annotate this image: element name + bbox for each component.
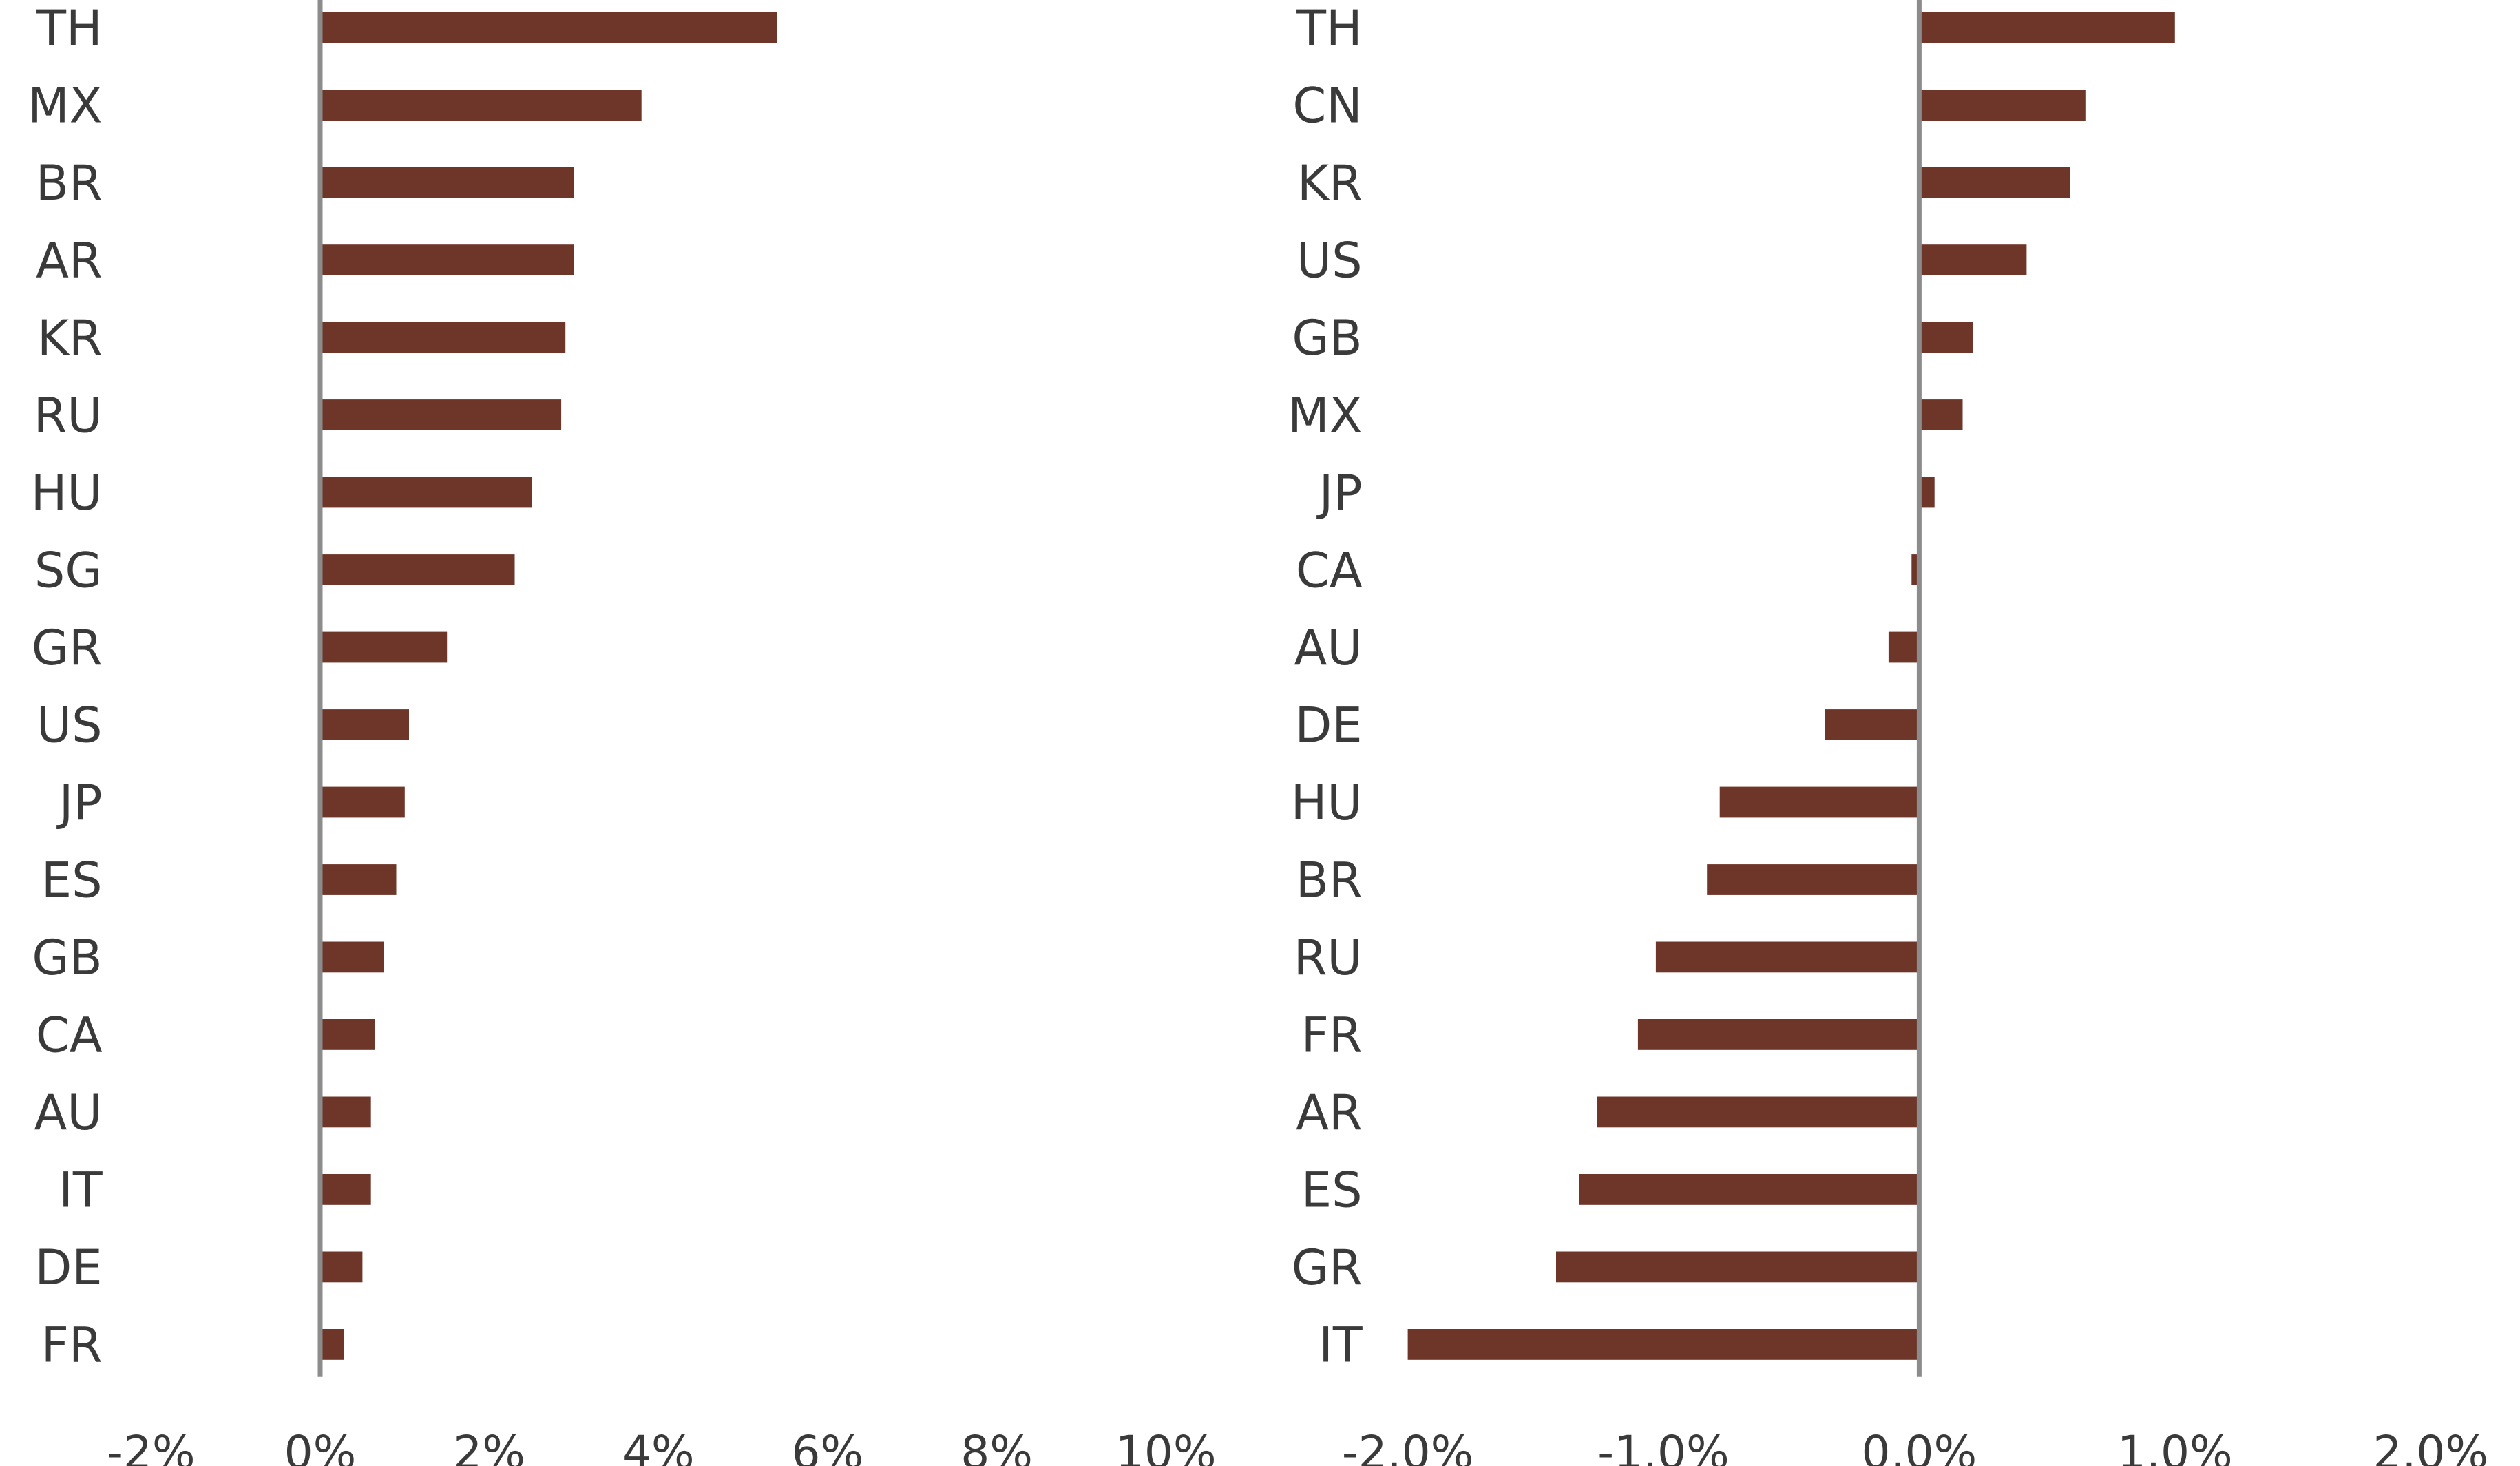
category-label-br: BR: [1296, 852, 1363, 909]
bar-gr: [320, 631, 448, 663]
category-label-th: TH: [1296, 0, 1362, 56]
category-label-it: IT: [59, 1162, 103, 1218]
category-label-mx: MX: [1288, 388, 1362, 444]
bar-de: [320, 1251, 363, 1283]
bar-it: [320, 1174, 371, 1205]
category-label-gr: GR: [1292, 1239, 1363, 1296]
x-tick-label: 1.0%: [2117, 1426, 2233, 1466]
bar-br: [1707, 864, 1920, 895]
bar-au: [320, 1096, 371, 1128]
bar-hu: [1719, 786, 1920, 818]
bar-fr: [1637, 1019, 1920, 1050]
bar-mx: [320, 90, 642, 121]
x-tick-label: -2%: [107, 1426, 196, 1466]
category-label-ar: AR: [1296, 1085, 1363, 1141]
category-label-au: AU: [1294, 620, 1362, 676]
category-label-ca: CA: [1296, 543, 1363, 599]
x-tick-label: 10%: [1115, 1426, 1217, 1466]
x-tick-label: -2.0%: [1342, 1426, 1474, 1466]
bar-br: [320, 167, 574, 198]
x-tick-label: 0.0%: [1862, 1426, 1977, 1466]
bar-mx: [1919, 399, 1963, 430]
category-label-ar: AR: [36, 233, 103, 289]
bar-au: [1888, 631, 1920, 663]
bar-th: [1919, 12, 2175, 43]
category-label-gb: GB: [1292, 310, 1362, 366]
category-label-gb: GB: [32, 930, 102, 986]
bar-kr: [1919, 167, 2070, 198]
category-label-de: DE: [1294, 698, 1362, 754]
category-label-ru: RU: [34, 388, 103, 444]
category-label-kr: KR: [1297, 155, 1363, 211]
bar-es: [320, 864, 397, 895]
category-label-kr: KR: [37, 310, 103, 366]
category-label-gr: GR: [32, 620, 103, 676]
right-panel: TH CN KR US GB MX JP CA AU DE HU BR RU FR AR ES GR IT -2.0…: [1288, 0, 2488, 1466]
category-label-hu: HU: [1291, 775, 1363, 831]
category-label-fr: FR: [1301, 1007, 1363, 1063]
bar-kr: [320, 322, 566, 353]
category-label-br: BR: [36, 155, 103, 211]
x-tick-label: 4%: [622, 1426, 695, 1466]
bar-gb: [1919, 322, 1973, 353]
category-label-hu: HU: [31, 465, 103, 521]
bar-jp: [320, 786, 405, 818]
category-label-it: IT: [1319, 1317, 1363, 1373]
category-label-us: US: [36, 698, 103, 754]
category-label-jp: JP: [56, 775, 103, 831]
bar-de: [1825, 709, 1920, 740]
bar-cn: [1919, 90, 2086, 121]
category-label-mx: MX: [28, 78, 102, 134]
bar-it: [1407, 1329, 1920, 1360]
bar-ru: [1655, 941, 1920, 973]
left-panel: TH MX BR AR KR RU HU SG GR US JP ES GB CA AU IT DE FR -2% 0…: [28, 0, 1217, 1466]
x-tick-label: 0%: [284, 1426, 357, 1466]
category-label-au: AU: [34, 1085, 102, 1141]
category-label-ru: RU: [1294, 930, 1363, 986]
bar-ca: [1911, 554, 1920, 585]
bar-sg: [320, 554, 515, 585]
bar-gr: [1556, 1251, 1920, 1283]
bar-ca: [320, 1019, 375, 1050]
bar-fr: [320, 1329, 344, 1360]
category-label-es: ES: [1301, 1162, 1363, 1218]
x-tick-label: 2.0%: [2373, 1426, 2488, 1466]
category-label-jp: JP: [1316, 465, 1363, 521]
bar-th: [320, 12, 777, 43]
category-label-sg: SG: [34, 543, 103, 599]
bar-us: [1919, 244, 2027, 275]
x-tick-label: 6%: [792, 1426, 864, 1466]
category-label-us: US: [1296, 233, 1363, 289]
x-tick-label: 8%: [960, 1426, 1033, 1466]
category-label-th: TH: [36, 0, 102, 56]
bar-ru: [320, 399, 562, 430]
bar-es: [1579, 1174, 1920, 1205]
category-label-es: ES: [41, 852, 103, 909]
bar-ar: [1597, 1096, 1920, 1128]
bar-hu: [320, 477, 532, 508]
bar-jp: [1919, 477, 1935, 508]
bar-gb: [320, 941, 384, 973]
x-tick-label: -1.0%: [1597, 1426, 1730, 1466]
category-label-ca: CA: [36, 1007, 103, 1063]
x-tick-label: 2%: [453, 1426, 525, 1466]
category-label-de: DE: [34, 1239, 102, 1296]
bar-us: [320, 709, 409, 740]
category-label-fr: FR: [41, 1317, 103, 1373]
bar-ar: [320, 244, 574, 275]
category-label-cn: CN: [1292, 78, 1362, 134]
